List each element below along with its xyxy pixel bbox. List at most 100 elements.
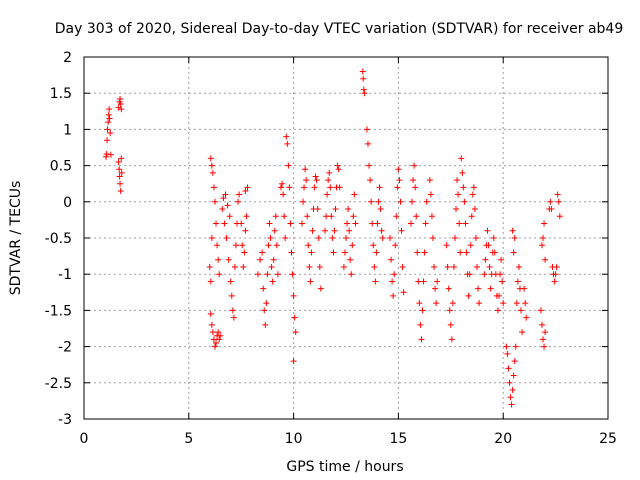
- data-point: [463, 249, 470, 256]
- data-point: [459, 169, 466, 176]
- data-point: [311, 184, 318, 191]
- data-point: [481, 271, 488, 278]
- chart-title: Day 303 of 2020, Sidereal Day-to-day VTE…: [55, 21, 624, 37]
- data-point: [210, 184, 217, 191]
- data-point: [117, 95, 124, 102]
- data-point: [410, 177, 417, 184]
- data-point: [302, 166, 309, 173]
- data-point: [260, 285, 267, 292]
- data-point: [314, 206, 321, 213]
- data-point: [387, 235, 394, 241]
- data-point: [298, 220, 305, 227]
- data-point: [284, 140, 291, 147]
- data-point: [555, 198, 562, 205]
- data-point: [259, 249, 266, 256]
- data-point: [343, 235, 349, 241]
- data-point: [451, 235, 458, 241]
- data-point: [468, 213, 475, 220]
- data-point: [400, 289, 407, 296]
- data-point: [431, 263, 438, 270]
- data-point: [236, 191, 243, 198]
- data-point: [317, 285, 324, 292]
- data-point: [450, 263, 457, 270]
- data-point: [447, 321, 454, 328]
- data-point: [370, 242, 377, 249]
- data-point: [212, 343, 218, 350]
- y-tick-label: -3: [58, 412, 72, 428]
- data-point: [509, 387, 516, 394]
- data-point: [446, 307, 453, 314]
- data-point: [374, 220, 381, 227]
- data-point: [485, 242, 492, 249]
- data-point: [265, 242, 272, 249]
- y-tick-label: 2: [63, 50, 72, 66]
- data-point: [496, 292, 503, 299]
- data-point: [118, 106, 125, 113]
- data-point: [273, 242, 280, 249]
- data-point: [208, 162, 215, 169]
- data-point: [455, 191, 462, 198]
- data-point: [376, 184, 383, 191]
- data-point: [336, 184, 343, 191]
- x-tick-label: 5: [184, 431, 193, 447]
- data-point: [346, 227, 353, 234]
- data-point: [224, 202, 231, 209]
- data-point: [365, 140, 372, 147]
- data-point: [208, 321, 215, 328]
- data-point: [372, 278, 379, 285]
- data-point: [368, 198, 375, 205]
- data-point: [388, 256, 395, 263]
- data-point: [433, 300, 440, 307]
- data-point: [312, 173, 319, 180]
- data-point: [469, 191, 476, 198]
- data-point: [239, 242, 246, 249]
- data-point: [290, 292, 297, 299]
- data-point: [349, 242, 356, 249]
- data-point: [457, 249, 464, 256]
- data-point: [262, 321, 269, 328]
- data-point: [422, 220, 429, 227]
- data-point: [209, 169, 216, 176]
- data-point: [305, 242, 312, 249]
- data-point: [235, 198, 242, 205]
- points-layer: [103, 68, 563, 408]
- x-tick-label: 20: [494, 431, 512, 447]
- data-point: [272, 213, 279, 220]
- data-point: [226, 213, 233, 220]
- data-point: [554, 191, 561, 198]
- data-point: [330, 249, 337, 256]
- x-tick-label: 10: [285, 431, 303, 447]
- data-point: [460, 184, 467, 191]
- data-point: [291, 314, 298, 321]
- data-point: [360, 75, 367, 82]
- data-point: [332, 206, 339, 213]
- data-point: [409, 198, 416, 205]
- data-point: [392, 242, 399, 249]
- data-point: [445, 285, 452, 292]
- data-point: [257, 256, 264, 263]
- data-point: [511, 235, 518, 241]
- y-tick-label: 1.5: [50, 86, 72, 102]
- data-point: [389, 278, 396, 285]
- data-point: [518, 307, 525, 314]
- data-point: [207, 278, 214, 285]
- x-tick-label: 25: [599, 431, 617, 447]
- data-point: [467, 242, 474, 249]
- data-point: [494, 307, 501, 314]
- data-point: [271, 227, 278, 234]
- data-point: [449, 300, 456, 307]
- data-point: [347, 256, 354, 263]
- data-point: [500, 300, 507, 307]
- data-point: [466, 271, 473, 278]
- data-point: [243, 213, 250, 220]
- data-point: [523, 314, 530, 321]
- data-point: [327, 184, 334, 191]
- data-point: [106, 106, 113, 113]
- data-point: [290, 358, 297, 365]
- data-point: [513, 300, 520, 307]
- data-point: [286, 184, 293, 191]
- data-point: [240, 263, 247, 270]
- data-point: [379, 235, 386, 241]
- data-point: [497, 271, 504, 278]
